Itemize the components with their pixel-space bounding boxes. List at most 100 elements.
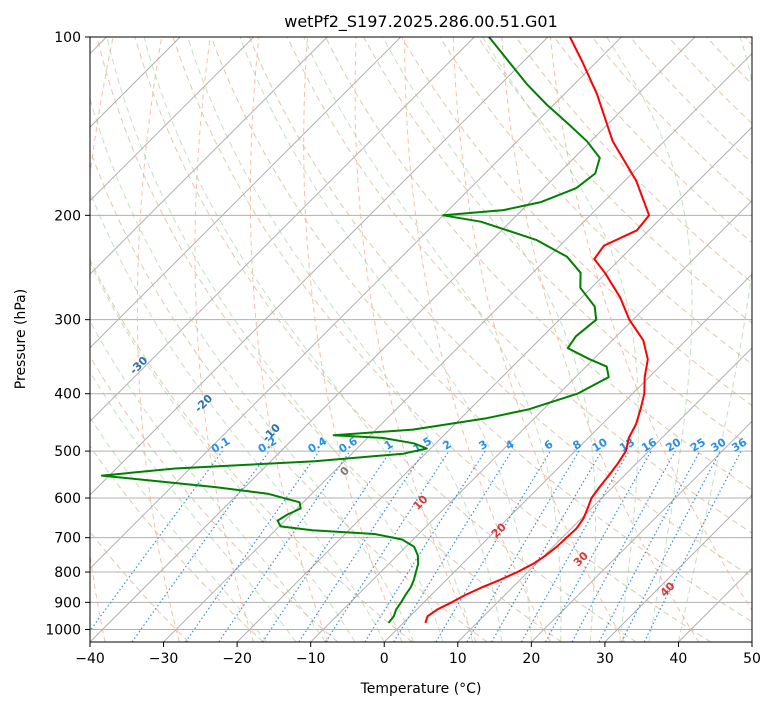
- moist-adiabat: [606, 37, 693, 642]
- dashed-reference-line: [550, 37, 752, 612]
- dry-adiabat: [629, 37, 752, 164]
- y-tick-label: 900: [54, 595, 81, 611]
- isotherm-line: [236, 126, 752, 642]
- x-tick-label: 40: [670, 651, 688, 667]
- mixing-ratio-line: [298, 450, 425, 642]
- dry-adiabat: [96, 37, 562, 642]
- x-tick-label: −40: [75, 651, 105, 667]
- mixing-ratio-line: [261, 450, 391, 642]
- mixing-ratio-line: [598, 450, 701, 642]
- y-axis: 1000 900 800 700 600 500 400 300 200 100: [45, 30, 90, 638]
- isotherm-line: [457, 347, 752, 642]
- x-tick-label: 0: [380, 651, 389, 667]
- dry-adiabat: [210, 37, 752, 623]
- y-tick-label: 800: [54, 565, 81, 581]
- mixing-ratio-line: [131, 450, 270, 642]
- background-lines: [90, 37, 752, 642]
- x-tick-label: −20: [222, 651, 252, 667]
- dashed-reference-line: [249, 37, 329, 642]
- isotherm-line: [90, 37, 255, 202]
- dashed-reference-line: [404, 37, 551, 642]
- isotherm-line: [90, 37, 475, 423]
- isotherm-line: [530, 420, 752, 642]
- x-axis-label: Temperature (°C): [360, 681, 482, 697]
- y-tick-label: 700: [54, 531, 81, 547]
- dashed-reference-line: [452, 37, 626, 642]
- isotherm-line: [90, 37, 549, 496]
- y-tick-label: 600: [54, 491, 81, 507]
- mixing-ratio-label: 36: [729, 435, 749, 454]
- isotherm-line: [90, 37, 696, 642]
- mixing-ratio-label: 16: [639, 435, 659, 454]
- mixing-ratio-label: 8: [570, 438, 583, 453]
- mixing-ratio-line: [393, 450, 513, 642]
- y-tick-label: 300: [54, 313, 81, 329]
- y-tick-label: 400: [54, 387, 81, 403]
- mixing-ratio-line: [364, 450, 486, 642]
- moist-adiabat: [239, 37, 532, 642]
- moist-adiabat: [90, 370, 297, 642]
- moist-adiabat: [677, 37, 752, 642]
- moist-adiabat: [482, 37, 639, 642]
- mixing-ratio-label: 0.4: [306, 434, 330, 456]
- dry-adiabat: [90, 445, 264, 642]
- dry-adiabat: [90, 258, 413, 642]
- moist-adiabat: [90, 416, 267, 642]
- x-tick-label: 20: [522, 651, 540, 667]
- profile-lines: [100, 37, 651, 624]
- dry-adiabat: [744, 37, 752, 46]
- dry-adiabat: [90, 355, 339, 642]
- x-tick-label: −30: [149, 651, 179, 667]
- plot-frame: [89, 36, 753, 643]
- mixing-ratio-label: 1.5: [411, 434, 434, 455]
- mixing-ratio-line: [545, 450, 652, 642]
- mixing-ratio-line: [90, 450, 223, 632]
- x-axis: −40 −30 −20 −10 0 10 20 30 40 50: [75, 642, 761, 667]
- isotherm-line: [90, 37, 328, 275]
- isotherm-line: [90, 37, 402, 349]
- isotherm-label: 30: [571, 549, 591, 569]
- moist-adiabat: [106, 37, 444, 642]
- mixing-ratio-line: [520, 450, 630, 642]
- mixing-ratio-line: [466, 450, 580, 642]
- isotherm-line: [90, 37, 622, 570]
- moist-adiabat: [143, 37, 473, 642]
- y-tick-label: 500: [54, 444, 81, 460]
- x-tick-label: 30: [596, 651, 614, 667]
- isotherm-label: 10: [411, 492, 431, 512]
- dry-adiabat: [325, 37, 752, 491]
- isotherm-label: -30: [127, 354, 150, 377]
- dry-adiabat: [706, 37, 752, 85]
- moist-adiabat: [303, 37, 562, 642]
- x-tick-label: −10: [296, 651, 326, 667]
- mixing-ratio-line: [218, 450, 351, 642]
- moist-adiabat: [90, 261, 356, 642]
- dry-adiabat: [134, 37, 637, 642]
- x-tick-label: 10: [449, 651, 467, 667]
- dry-adiabat: [90, 148, 488, 642]
- isotherm-label: 40: [658, 579, 678, 599]
- mixing-ratio-label: 10: [590, 435, 610, 454]
- dashed-reference-line: [303, 37, 403, 642]
- dry-adiabat: [668, 37, 752, 125]
- moist-adiabat: [90, 320, 326, 642]
- mixing-ratio-label: 6: [542, 437, 556, 452]
- dry-adiabat: [515, 37, 752, 284]
- isotherm-line: [751, 641, 752, 642]
- y-tick-label: 200: [54, 208, 81, 224]
- moist-adiabat: [187, 37, 503, 642]
- mixing-ratio-line: [643, 450, 742, 642]
- x-tick-label: 50: [743, 651, 761, 667]
- mixing-ratio-label: 0.1: [209, 434, 232, 455]
- mixing-ratio-label: 30: [709, 435, 729, 454]
- mixing-ratio-line: [571, 450, 676, 642]
- dewpoint-line: [100, 37, 610, 624]
- dry-adiabat: [591, 37, 752, 204]
- dry-adiabat: [477, 37, 752, 324]
- y-tick-label: 1000: [45, 622, 81, 638]
- moist-adiabat: [382, 37, 597, 642]
- mixing-ratio-label: 25: [688, 436, 708, 455]
- y-axis-label: Pressure (hPa): [13, 289, 29, 389]
- dry-adiabat: [248, 37, 752, 578]
